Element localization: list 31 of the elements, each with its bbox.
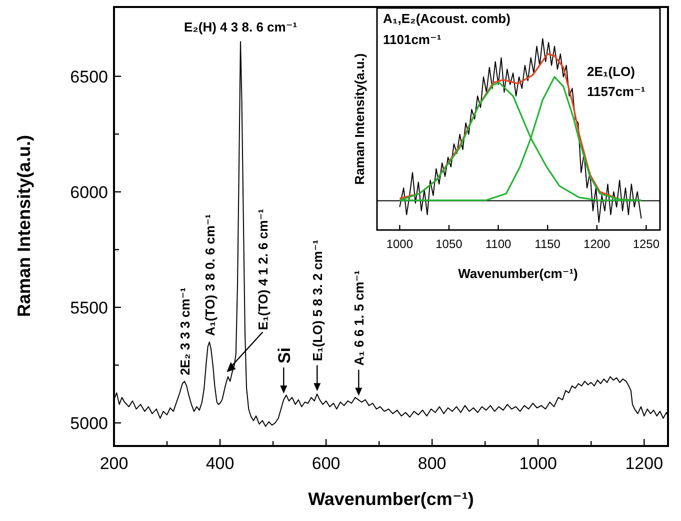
x-tick-label: 1200 (625, 454, 664, 473)
x-tick-label: 200 (100, 454, 128, 473)
y-tick-label: 6000 (70, 182, 108, 202)
x-tick-label: 800 (418, 454, 446, 473)
x-tick-label: 1000 (386, 237, 414, 251)
annotation: 1157cm⁻¹ (587, 84, 646, 99)
annotation: E₁(TO) 4 1 2. 6 cm⁻¹ (256, 208, 271, 330)
y-axis-title: Raman Intensity(a.u.) (14, 134, 34, 318)
annotation: 2E₁(LO) (587, 64, 635, 79)
x-tick-label: 1000 (519, 454, 558, 473)
x-tick-label: 600 (312, 454, 340, 473)
annotation: A₁(TO) 3 8 0. 6 cm⁻¹ (202, 214, 218, 336)
x-tick-label: 1050 (436, 237, 463, 251)
y-axis-title: Raman Intensity(a.u.) (352, 53, 367, 185)
x-tick-label: 1200 (584, 237, 611, 251)
y-tick-label: 5500 (70, 298, 108, 318)
x-axis-title: Wavenumber(cm⁻¹) (308, 489, 474, 509)
annotation: Si (274, 347, 294, 364)
y-tick-label: 5000 (70, 414, 108, 433)
x-tick-label: 1100 (485, 237, 512, 251)
annotation: E₂(H) 4 3 8. 6 cm⁻¹ (184, 20, 298, 35)
x-tick-label: 400 (206, 454, 234, 473)
annotation: A₁ 6 6 1. 5 cm⁻¹ (351, 270, 366, 366)
y-tick-label: 6500 (70, 67, 108, 86)
x-tick-label: 1150 (534, 237, 561, 251)
x-axis-title: Wavenumber(cm⁻¹) (458, 266, 578, 281)
annotation: 2E₂ 3 3 3 cm⁻¹ (178, 288, 193, 376)
annotation: E₁(LO) 5 8 3. 2 cm⁻¹ (310, 240, 325, 362)
x-tick-label: 1250 (632, 237, 660, 251)
annotation: A₁,E₂(Acoust. comb) (383, 11, 510, 26)
annotation: 1101cm⁻¹ (383, 32, 442, 47)
